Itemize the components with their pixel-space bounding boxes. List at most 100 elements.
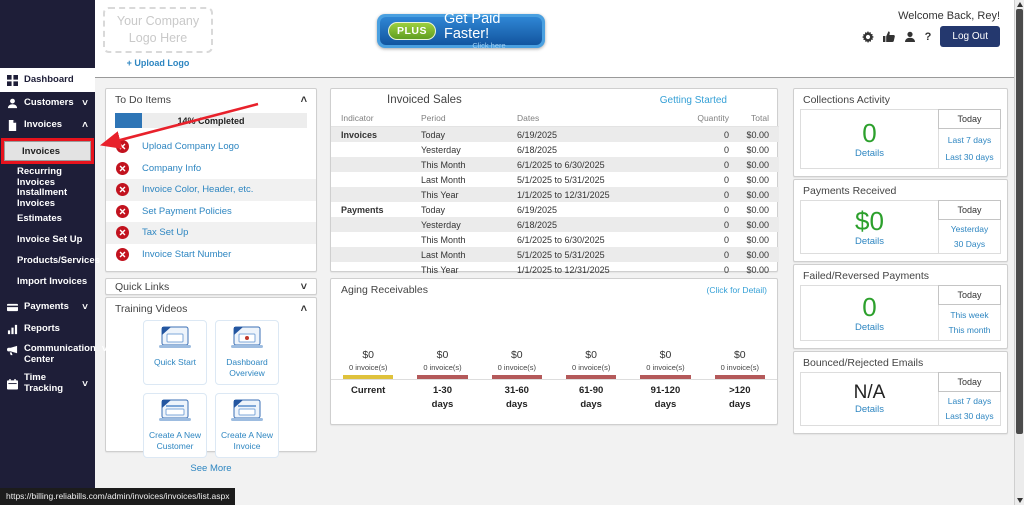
todo-item[interactable]: Company Info xyxy=(106,158,316,180)
sidebar-subitem-products-services[interactable]: Products/Services xyxy=(0,250,100,271)
expand-chevron-down-icon[interactable]: ˅ xyxy=(300,281,307,293)
chevron-down-icon: ˅ xyxy=(101,344,108,355)
incomplete-x-icon xyxy=(116,226,129,240)
todo-item[interactable]: Set Payment Policies xyxy=(106,201,316,223)
get-paid-faster-banner[interactable]: PLUS Get Paid Faster! Click here xyxy=(377,11,545,51)
chevron-down-icon: ˅ xyxy=(82,97,88,109)
chevron-down-icon: ˅ xyxy=(82,301,88,313)
aging-bucket-current[interactable]: $0 0 invoice(s) xyxy=(331,349,405,379)
plus-badge: PLUS xyxy=(388,22,437,40)
todo-item[interactable]: Invoice Start Number xyxy=(106,244,316,266)
details-link[interactable]: Details xyxy=(854,322,885,334)
period-link[interactable]: This month xyxy=(948,325,991,335)
table-row: Payments Today 6/19/2025 0 $0.00 xyxy=(341,204,769,215)
todo-item[interactable]: Upload Company Logo xyxy=(106,136,316,158)
sidebar-item-communication-center[interactable]: Communication Center ˅ xyxy=(0,340,108,373)
sidebar-subitem-installment-invoices[interactable]: Installment Invoices xyxy=(0,186,95,209)
sidebar-item-label: Time Tracking xyxy=(24,372,64,394)
todo-item[interactable]: Tax Set Up xyxy=(106,222,316,244)
sidebar-subitem-import-invoices[interactable]: Import Invoices xyxy=(0,271,95,292)
video-card-dashboard-overview[interactable]: Dashboard Overview xyxy=(215,320,279,385)
sidebar-subitem-recurring-invoices[interactable]: Recurring Invoices xyxy=(0,166,95,188)
period-link[interactable]: Last 7 days xyxy=(947,396,992,407)
video-thumbnail-icon xyxy=(159,326,191,348)
sidebar-item-customers[interactable]: Customers ˅ xyxy=(0,92,95,114)
todo-progress-label: 14% Completed xyxy=(177,115,245,126)
banner-click-here[interactable]: Click here xyxy=(472,41,506,51)
sidebar-subitem-invoices-selected[interactable]: Invoices xyxy=(4,141,91,161)
sidebar-item-label: Payments xyxy=(24,300,69,312)
period-today-button[interactable]: Today xyxy=(938,109,1001,129)
collapse-chevron-up-icon[interactable]: ˄ xyxy=(300,94,307,106)
incomplete-x-icon xyxy=(116,140,129,154)
aging-chart-area xyxy=(331,301,777,349)
video-card-create-customer[interactable]: Create A New Customer xyxy=(143,392,207,458)
video-card-quick-start[interactable]: Quick Start xyxy=(143,320,207,385)
aging-bucket-1-30[interactable]: $0 0 invoice(s) xyxy=(405,349,479,379)
scroll-down-arrow-icon[interactable] xyxy=(1017,498,1023,503)
upload-logo-link[interactable]: + Upload Logo xyxy=(126,58,190,68)
period-link[interactable]: Last 30 days xyxy=(945,410,994,421)
sidebar-item-label: Invoices xyxy=(24,118,63,130)
scrollbar-thumb[interactable] xyxy=(1016,9,1023,434)
todo-item-link[interactable]: Tax Set Up xyxy=(142,227,189,239)
period-today-button[interactable]: Today xyxy=(938,285,1001,305)
click-for-detail-link[interactable]: (Click for Detail) xyxy=(706,285,767,295)
help-icon[interactable]: ? xyxy=(924,30,932,43)
todo-item-link[interactable]: Invoice Start Number xyxy=(142,248,232,260)
period-today-button[interactable]: Today xyxy=(938,372,1001,392)
period-link[interactable]: Last 7 days xyxy=(947,135,992,146)
chevron-down-icon: ˅ xyxy=(82,378,88,390)
sidebar-item-invoices[interactable]: Invoices ˄ xyxy=(0,114,95,136)
todo-item-link[interactable]: Set Payment Policies xyxy=(142,205,232,217)
aging-bucket-91-120[interactable]: $0 0 invoice(s) xyxy=(628,349,702,379)
todo-item-link[interactable]: Invoice Color, Header, etc. xyxy=(142,184,254,196)
user-icon[interactable] xyxy=(904,31,916,43)
sidebar-item-payments[interactable]: Payments ˅ xyxy=(0,296,95,318)
sidebar-item-reports[interactable]: Reports xyxy=(0,318,95,340)
sidebar-subitem-label: Estimates xyxy=(17,213,62,224)
aging-bucket-61-90[interactable]: $0 0 invoice(s) xyxy=(554,349,628,379)
details-link[interactable]: Details xyxy=(854,148,885,160)
period-link[interactable]: This week xyxy=(950,310,989,320)
sidebar-subitem-estimates[interactable]: Estimates xyxy=(0,208,95,229)
document-icon xyxy=(8,119,17,131)
aging-bucket-over-120[interactable]: $0 0 invoice(s) xyxy=(703,349,777,379)
table-row: This Year 1/1/2025 to 12/31/2025 0 $0.00 xyxy=(421,264,769,275)
sidebar-subitem-label: Import Invoices xyxy=(17,276,88,287)
scroll-up-arrow-icon[interactable] xyxy=(1017,2,1023,7)
video-card-create-invoice[interactable]: Create A New Invoice xyxy=(215,392,279,458)
invoiced-sales-title: Invoiced Sales xyxy=(387,94,462,106)
collapse-chevron-up-icon[interactable]: ˄ xyxy=(300,303,307,315)
incomplete-x-icon xyxy=(116,204,129,218)
sidebar-item-time-tracking[interactable]: Time Tracking ˅ xyxy=(0,372,95,395)
sidebar-item-dashboard[interactable]: Dashboard xyxy=(0,68,95,92)
stat-value: 0 xyxy=(862,117,877,148)
details-link[interactable]: Details xyxy=(854,236,885,248)
period-link[interactable]: 30 Days xyxy=(953,238,986,249)
period-link[interactable]: Last 30 days xyxy=(945,151,994,162)
company-logo-placeholder[interactable]: Your Company Logo Here xyxy=(103,7,213,53)
stat-value: 0 xyxy=(862,291,877,322)
see-more-link[interactable]: See More xyxy=(190,462,232,474)
period-today-button[interactable]: Today xyxy=(938,200,1001,220)
logout-button[interactable]: Log Out xyxy=(940,26,1000,47)
todo-item-link[interactable]: Company Info xyxy=(142,162,202,174)
aging-bucket-31-60[interactable]: $0 0 invoice(s) xyxy=(480,349,554,379)
sidebar-subitem-label: Installment Invoices xyxy=(17,186,68,209)
period-link[interactable]: Yesterday xyxy=(950,224,989,235)
thumbs-up-icon[interactable] xyxy=(882,30,895,43)
sidebar: Dashboard Customers ˅ Invoices ˄ Invoice… xyxy=(0,0,108,505)
details-link[interactable]: Details xyxy=(854,404,885,416)
getting-started-link[interactable]: Getting Started xyxy=(659,94,727,106)
sidebar-subitem-invoice-set-up[interactable]: Invoice Set Up xyxy=(0,229,95,250)
megaphone-icon xyxy=(7,345,18,356)
todo-item-link[interactable]: Upload Company Logo xyxy=(142,141,240,153)
vertical-scrollbar[interactable] xyxy=(1014,0,1024,505)
table-header-row: Indicator Period Dates Quantity Total xyxy=(331,110,779,127)
training-videos-panel: Training Videos ˄ Quick Start Dashboard … xyxy=(105,297,317,474)
gear-icon[interactable] xyxy=(861,30,874,43)
todo-item[interactable]: Invoice Color, Header, etc. xyxy=(106,179,316,201)
table-row: Yesterday 6/18/2025 0 $0.00 xyxy=(331,217,779,232)
collections-activity-panel: Collections Activity 0 Details Today Las… xyxy=(793,88,1008,177)
